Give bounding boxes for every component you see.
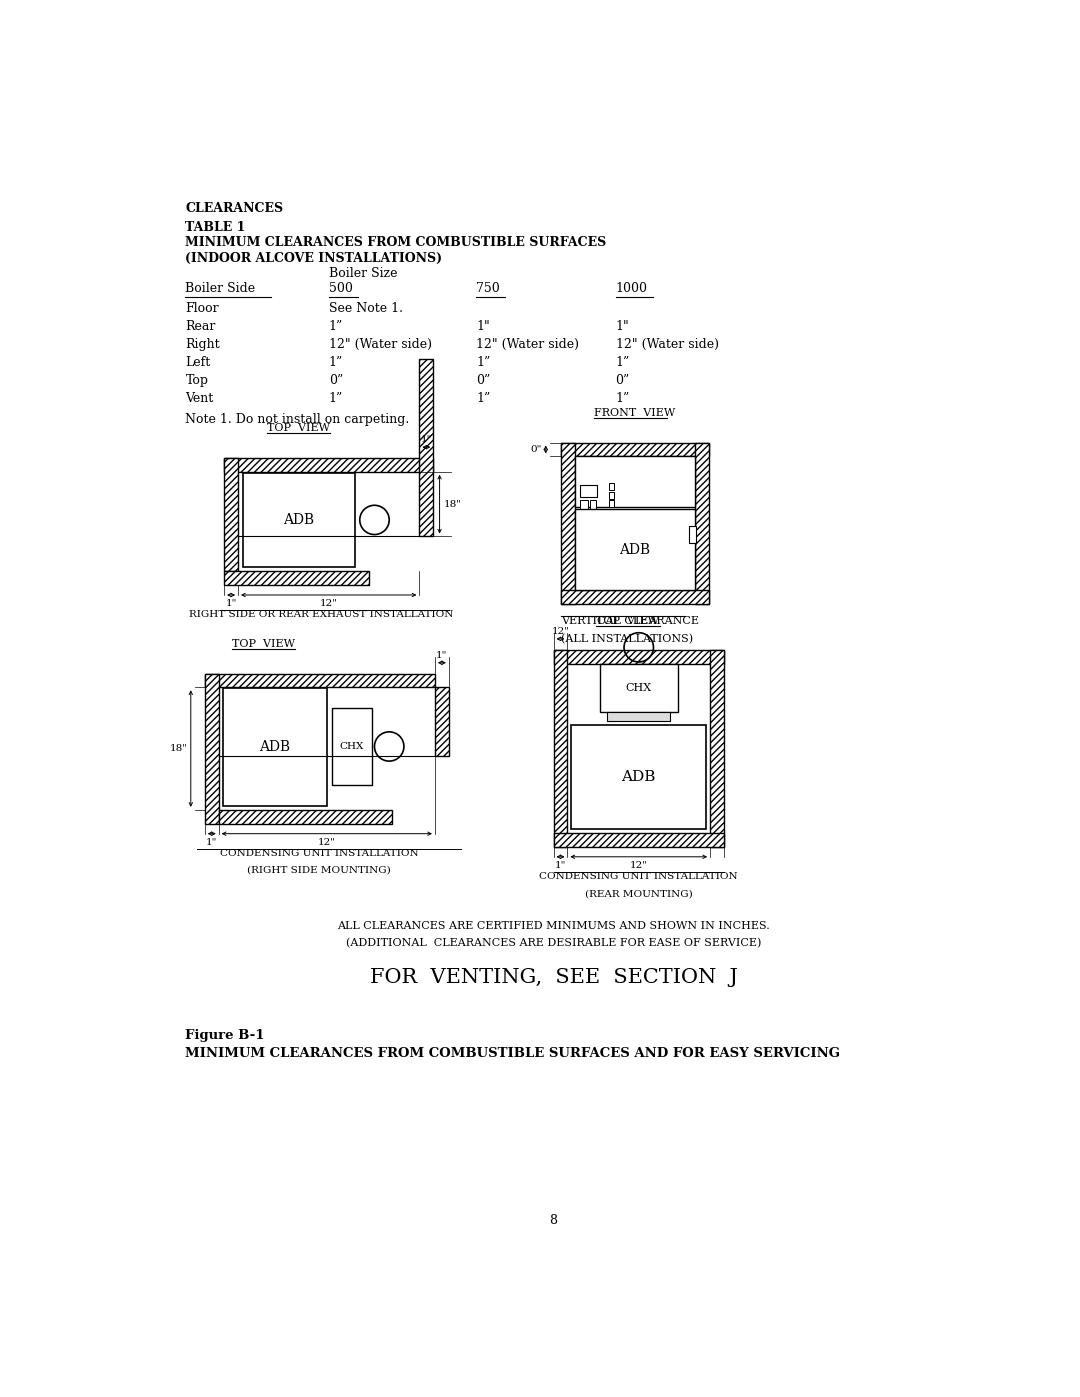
Bar (580, 485, 597, 497)
Bar (710, 651, 724, 847)
Bar (609, 483, 613, 490)
Text: 12": 12" (318, 838, 336, 847)
Bar (571, 725, 706, 828)
Text: 1000: 1000 (616, 282, 648, 295)
Text: TABLE 1: TABLE 1 (186, 221, 246, 233)
Text: Right: Right (186, 338, 220, 351)
Text: FRONT  VIEW: FRONT VIEW (594, 408, 675, 418)
Text: Figure B-1: Figure B-1 (186, 1030, 265, 1042)
Bar (694, 443, 708, 605)
Text: MINIMUM CLEARANCES FROM COMBUSTIBLE SURFACES: MINIMUM CLEARANCES FROM COMBUSTIBLE SURF… (186, 236, 607, 249)
Text: 1": 1" (206, 838, 217, 847)
Text: 18": 18" (170, 745, 188, 753)
Bar (554, 651, 567, 847)
Text: 8: 8 (550, 1214, 557, 1227)
Bar (607, 711, 671, 721)
Text: 1": 1" (226, 599, 237, 608)
Text: CLEARANCES: CLEARANCES (186, 203, 283, 215)
Text: 1”: 1” (328, 320, 343, 332)
Text: 1": 1" (421, 434, 432, 444)
Text: ADB: ADB (283, 513, 314, 527)
Bar (205, 673, 435, 687)
Text: (REAR MOUNTING): (REAR MOUNTING) (585, 888, 692, 898)
Bar (562, 591, 708, 605)
Text: 1”: 1” (476, 356, 490, 369)
Text: 1”: 1” (476, 393, 490, 405)
Bar (225, 458, 433, 472)
Text: Top: Top (186, 374, 208, 387)
Bar (580, 500, 588, 509)
Bar (419, 359, 433, 536)
Text: 12" (Water side): 12" (Water side) (476, 338, 579, 351)
Text: TOP  VIEW: TOP VIEW (596, 616, 659, 626)
Bar (562, 443, 576, 605)
Text: (RIGHT SIDE MOUNTING): (RIGHT SIDE MOUNTING) (247, 866, 391, 875)
Bar (554, 833, 724, 847)
Text: CHX: CHX (340, 742, 364, 752)
Bar (435, 687, 449, 756)
Text: Left: Left (186, 356, 211, 369)
Text: 1”: 1” (616, 356, 630, 369)
Text: 18": 18" (444, 500, 462, 509)
Text: Rear: Rear (186, 320, 216, 332)
Bar (243, 474, 355, 567)
Text: TOP  VIEW: TOP VIEW (232, 638, 295, 648)
Text: 12" (Water side): 12" (Water side) (616, 338, 718, 351)
Bar (225, 458, 238, 571)
Bar (576, 457, 694, 507)
Text: 0”: 0” (616, 374, 630, 387)
Bar (609, 500, 613, 507)
Text: CONDENSING UNIT INSTALLATION: CONDENSING UNIT INSTALLATION (219, 849, 418, 858)
Text: 1”: 1” (616, 393, 630, 405)
Text: 1": 1" (555, 861, 566, 870)
Text: VERTICAL CLEARANCE: VERTICAL CLEARANCE (562, 616, 699, 626)
Text: TOP  VIEW: TOP VIEW (267, 423, 329, 433)
Text: RIGHT SIDE OR REAR EXHAUST INSTALLATION: RIGHT SIDE OR REAR EXHAUST INSTALLATION (189, 609, 454, 619)
Bar (609, 492, 613, 499)
Text: 1”: 1” (328, 356, 343, 369)
Bar (332, 708, 373, 785)
Text: 1": 1" (616, 320, 630, 332)
Text: 1": 1" (476, 320, 489, 332)
Text: 12": 12" (552, 627, 569, 636)
Text: 12": 12" (630, 861, 648, 870)
Text: 12": 12" (320, 599, 338, 608)
Text: Boiler Side: Boiler Side (186, 282, 256, 295)
Text: FOR  VENTING,  SEE  SECTION  J: FOR VENTING, SEE SECTION J (369, 968, 738, 986)
Text: Note 1. Do not install on carpeting.: Note 1. Do not install on carpeting. (186, 414, 409, 426)
Bar (225, 571, 369, 585)
Text: ALL CLEARANCES ARE CERTIFIED MINIMUMS AND SHOWN IN INCHES.: ALL CLEARANCES ARE CERTIFIED MINIMUMS AN… (337, 922, 770, 932)
Text: Floor: Floor (186, 302, 219, 314)
Text: 0": 0" (530, 446, 542, 454)
Text: 1": 1" (436, 651, 447, 659)
Bar (218, 810, 392, 824)
Text: Boiler Size: Boiler Size (328, 267, 397, 279)
Text: ADB: ADB (259, 740, 291, 754)
Text: MINIMUM CLEARANCES FROM COMBUSTIBLE SURFACES AND FOR EASY SERVICING: MINIMUM CLEARANCES FROM COMBUSTIBLE SURF… (186, 1046, 840, 1060)
Bar (205, 673, 218, 824)
Text: 0”: 0” (476, 374, 490, 387)
Text: 0”: 0” (328, 374, 343, 387)
Text: Vent: Vent (186, 393, 214, 405)
Text: (ADDITIONAL  CLEARANCES ARE DESIRABLE FOR EASE OF SERVICE): (ADDITIONAL CLEARANCES ARE DESIRABLE FOR… (346, 937, 761, 949)
Text: ADB: ADB (622, 770, 656, 784)
Bar (599, 665, 678, 711)
Bar (222, 689, 327, 806)
Text: (INDOOR ALCOVE INSTALLATIONS): (INDOOR ALCOVE INSTALLATIONS) (186, 251, 443, 264)
Bar (689, 525, 697, 543)
Text: 1”: 1” (328, 393, 343, 405)
Text: See Note 1.: See Note 1. (328, 302, 403, 314)
Text: CHX: CHX (625, 683, 652, 693)
Bar (576, 509, 694, 591)
Bar (554, 651, 724, 665)
Text: (ALL INSTALLATIONS): (ALL INSTALLATIONS) (562, 633, 693, 644)
Text: 500: 500 (328, 282, 353, 295)
Text: ADB: ADB (619, 542, 650, 556)
Text: CONDENSING UNIT INSTALLATION: CONDENSING UNIT INSTALLATION (539, 872, 738, 882)
Bar (562, 443, 708, 457)
Text: 12" (Water side): 12" (Water side) (328, 338, 432, 351)
Text: 750: 750 (476, 282, 500, 295)
Bar (590, 500, 596, 509)
